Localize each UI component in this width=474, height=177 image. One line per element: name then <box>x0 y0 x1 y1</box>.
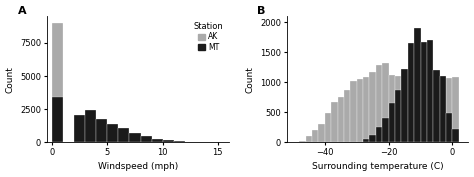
Bar <box>85 110 96 142</box>
Bar <box>382 118 389 142</box>
Bar <box>446 78 453 142</box>
Bar <box>414 28 420 142</box>
Bar <box>363 77 370 142</box>
Y-axis label: Count: Count <box>246 66 255 93</box>
Bar <box>140 136 152 142</box>
Bar <box>395 90 401 142</box>
Bar <box>389 103 395 142</box>
Bar <box>319 124 325 142</box>
Bar <box>376 65 382 142</box>
Bar <box>74 115 85 142</box>
X-axis label: Surrounding temperature (C): Surrounding temperature (C) <box>312 162 443 172</box>
Bar <box>163 140 173 142</box>
Bar <box>440 76 446 142</box>
Bar <box>395 76 401 142</box>
Bar <box>401 69 408 142</box>
Bar <box>408 43 414 142</box>
Bar <box>453 129 459 142</box>
Bar <box>312 130 319 142</box>
Bar <box>453 77 459 142</box>
Bar <box>427 84 433 142</box>
Bar <box>401 78 408 142</box>
Bar <box>408 81 414 142</box>
Bar <box>325 113 331 142</box>
Bar <box>344 90 350 142</box>
Bar <box>108 124 118 142</box>
Bar <box>433 83 440 142</box>
Bar <box>370 72 376 142</box>
Y-axis label: Count: Count <box>6 66 15 93</box>
Bar <box>389 75 395 142</box>
Bar <box>433 70 440 142</box>
Bar <box>96 119 108 142</box>
Bar <box>376 127 382 142</box>
Bar <box>427 40 433 142</box>
Bar <box>306 136 312 142</box>
Bar <box>382 63 389 142</box>
Bar <box>414 85 420 142</box>
Bar <box>446 113 453 142</box>
Bar <box>331 102 337 142</box>
Bar <box>118 129 129 142</box>
X-axis label: Windspeed (mph): Windspeed (mph) <box>98 162 178 172</box>
Bar <box>337 97 344 142</box>
Bar <box>420 42 427 142</box>
Bar <box>363 139 370 142</box>
Bar <box>129 133 140 142</box>
Bar <box>299 141 306 142</box>
Bar <box>357 79 363 142</box>
Legend: AK, MT: AK, MT <box>192 20 225 53</box>
Bar <box>152 139 163 142</box>
Bar <box>370 135 376 142</box>
Bar <box>52 97 64 142</box>
Text: B: B <box>257 6 266 16</box>
Bar <box>173 141 185 142</box>
Bar <box>420 85 427 142</box>
Bar <box>52 23 64 142</box>
Text: A: A <box>18 6 26 16</box>
Bar <box>350 81 357 142</box>
Bar <box>440 80 446 142</box>
